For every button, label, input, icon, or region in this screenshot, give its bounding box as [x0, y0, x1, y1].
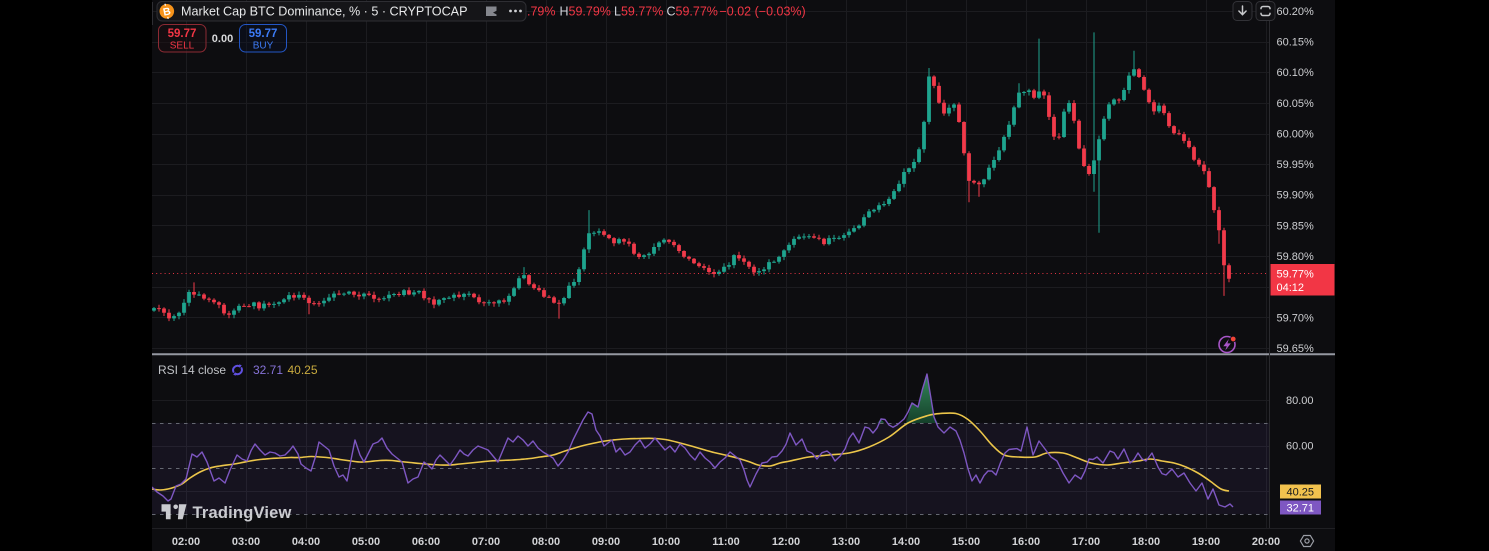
svg-text:04:00: 04:00	[292, 536, 320, 548]
svg-text:60.10%: 60.10%	[1277, 67, 1315, 79]
svg-text:11:00: 11:00	[712, 536, 740, 548]
svg-text:03:00: 03:00	[232, 536, 260, 548]
svg-text:16:00: 16:00	[1012, 536, 1040, 548]
svg-text:59.80%: 59.80%	[1277, 251, 1315, 263]
svg-text:05:00: 05:00	[352, 536, 380, 548]
svg-text:40.25: 40.25	[1287, 487, 1315, 499]
svg-text:H59.79%: H59.79%	[560, 5, 611, 19]
svg-text:0.00: 0.00	[212, 33, 233, 45]
svg-text:13:00: 13:00	[832, 536, 860, 548]
svg-text:32.71: 32.71	[253, 363, 283, 377]
svg-text:BUY: BUY	[253, 41, 274, 52]
svg-text:59.70%: 59.70%	[1277, 312, 1315, 324]
svg-text:60.00: 60.00	[1286, 441, 1314, 453]
svg-text:L59.77%: L59.77%	[614, 5, 663, 19]
svg-text:32.71: 32.71	[1287, 503, 1315, 515]
svg-text:60.15%: 60.15%	[1277, 37, 1315, 49]
svg-text:59.77: 59.77	[249, 28, 278, 40]
svg-text:15:00: 15:00	[952, 536, 980, 548]
svg-text:04:12: 04:12	[1277, 282, 1305, 294]
svg-text:TradingView: TradingView	[193, 504, 292, 522]
svg-text:RSI 14 close: RSI 14 close	[158, 363, 226, 377]
svg-text:59.95%: 59.95%	[1277, 159, 1315, 171]
svg-text:17:00: 17:00	[1072, 536, 1100, 548]
svg-text:C59.77%: C59.77%	[667, 5, 718, 19]
svg-text:−0.02 (−0.03%): −0.02 (−0.03%)	[720, 5, 806, 19]
svg-text:B: B	[162, 5, 172, 18]
svg-text:10:00: 10:00	[652, 536, 680, 548]
svg-text:59.77: 59.77	[168, 28, 197, 40]
svg-text:08:00: 08:00	[532, 536, 560, 548]
svg-text:Market Cap BTC Dominance, % ·: Market Cap BTC Dominance, % · 5 · CRYPTO…	[181, 5, 467, 19]
svg-text:60.05%: 60.05%	[1277, 98, 1315, 110]
svg-text:60.00%: 60.00%	[1277, 128, 1315, 140]
svg-text:60.20%: 60.20%	[1277, 6, 1315, 18]
svg-text:SELL: SELL	[170, 41, 195, 52]
svg-text:19:00: 19:00	[1192, 536, 1220, 548]
svg-text:07:00: 07:00	[472, 536, 500, 548]
svg-text:09:00: 09:00	[592, 536, 620, 548]
svg-text:14:00: 14:00	[892, 536, 920, 548]
svg-text:59.77%: 59.77%	[1277, 269, 1315, 281]
svg-text:40.25: 40.25	[288, 363, 318, 377]
svg-text:.79%: .79%	[527, 5, 556, 19]
svg-text:20:00: 20:00	[1252, 536, 1280, 548]
svg-text:06:00: 06:00	[412, 536, 440, 548]
svg-text:18:00: 18:00	[1132, 536, 1160, 548]
svg-text:59.90%: 59.90%	[1277, 190, 1315, 202]
svg-text:80.00: 80.00	[1286, 395, 1314, 407]
svg-text:02:00: 02:00	[172, 536, 200, 548]
svg-text:59.65%: 59.65%	[1277, 343, 1315, 355]
svg-text:59.85%: 59.85%	[1277, 220, 1315, 232]
svg-text:12:00: 12:00	[772, 536, 800, 548]
